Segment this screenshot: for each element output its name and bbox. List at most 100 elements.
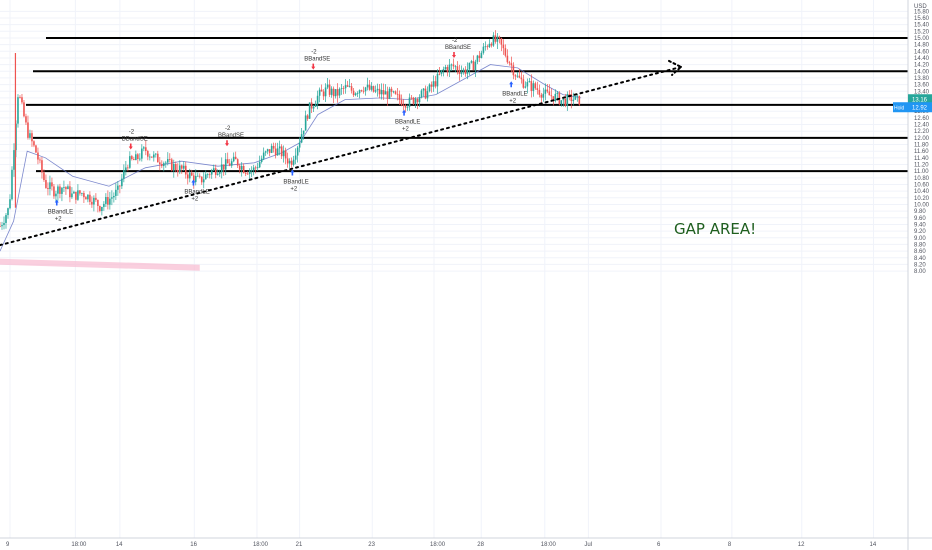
candle-body [274,148,277,156]
x-tick-label: 18:00 [430,542,446,548]
candle-body [354,93,357,96]
y-tick-label: 14.60 [914,49,930,55]
candle-body [210,170,213,175]
candle-body [300,134,303,143]
candle-body [27,122,29,138]
candle-body [530,81,533,91]
candle-body [352,90,355,96]
y-tick-label: 14.80 [914,43,930,49]
short-signal-arrow [311,63,316,70]
candle-body [87,194,89,200]
candle-body [546,89,549,92]
candle-body [432,81,435,87]
volume-band [0,258,200,271]
candle-body [129,156,131,168]
candle-body [324,87,327,97]
candle-body [292,159,295,165]
candle-body [172,164,175,171]
candle-body [332,88,335,97]
x-tick-label: 23 [368,542,375,548]
candle-body [258,161,261,168]
candle-body [512,65,515,76]
y-tick-label: 15.00 [914,36,930,42]
candle-body [103,203,105,207]
candle-body [334,89,337,97]
y-tick-label: 10.40 [914,189,930,195]
candle-body [540,94,543,98]
candle-body [556,92,559,94]
candle-body [153,154,155,158]
x-tick-label: 6 [657,542,661,548]
candle-body [508,62,511,64]
candle-body [314,104,317,107]
candle-body [71,193,73,198]
candle-body [296,147,299,156]
candle-body [161,164,163,167]
candle-body [440,70,443,74]
candle-body [166,159,169,163]
x-tick-label: 14 [869,542,876,548]
candle-body [182,165,185,169]
candle-body [514,75,517,77]
candle-body [564,98,567,106]
y-tick-label: 15.60 [914,16,930,22]
candle-body [248,170,251,175]
candle-body [356,93,359,95]
candle-body [39,159,41,161]
candle-body [422,88,425,91]
candle-body [490,43,493,46]
candle-body [548,91,551,96]
candle-body [468,62,471,70]
y-tick-label: 8.40 [914,256,926,262]
candle-body [322,91,325,97]
candle-body [174,164,177,170]
candle-body [63,187,65,188]
candle-body [3,222,5,226]
candle-body [330,88,333,95]
candle-body [91,201,93,205]
candle-body [7,208,9,216]
candle-body [362,90,365,92]
y-tick-label: 8.20 [914,262,926,268]
candle-body [492,35,495,46]
candle-body [394,91,397,94]
y-tick-label: 10.20 [914,196,930,202]
candle-body [518,75,521,78]
long-signal-arrow [191,179,196,186]
y-tick-label: 11.20 [914,163,929,169]
candle-body [484,46,487,48]
candle-body [390,88,393,92]
candle-body [286,158,289,164]
candle-body [250,169,253,171]
candle-body [552,96,555,102]
x-tick-label: 9 [6,542,10,548]
candle-body [192,175,195,183]
candle-body [93,197,95,205]
candle-body [542,93,545,98]
candle-body [165,162,167,164]
candle-body [462,69,465,72]
candle-body [29,133,31,138]
candle-body [284,150,287,159]
candle-body [254,167,257,169]
candle-body [131,156,133,160]
candle-body [424,88,427,99]
candle-body [366,84,369,88]
candle-body [434,81,437,87]
candle-body [384,91,387,95]
candle-body [141,148,143,159]
candle-body [198,175,201,177]
candle-body [472,61,475,71]
candle-body [338,88,341,96]
candle-body [304,115,307,131]
candle-body [35,145,37,153]
candle-body [358,90,361,94]
candle-body [194,176,197,183]
candle-body [476,55,479,62]
x-tick-label: 21 [296,542,303,548]
candle-body [280,146,283,157]
candle-body [282,150,285,157]
candle-body [242,165,245,173]
candle-body [69,186,71,198]
candle-body [43,172,45,181]
